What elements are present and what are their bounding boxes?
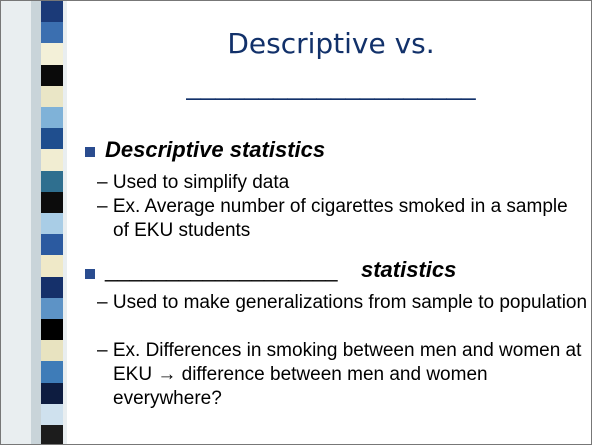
stripe [41, 22, 63, 43]
stripe [41, 149, 63, 170]
heading-blank: ___________________ [105, 257, 337, 283]
title-blank: ____________________ [81, 71, 581, 102]
title: Descriptive vs. [81, 27, 581, 60]
bullet [85, 147, 95, 157]
stripe [41, 425, 63, 445]
stripe [41, 383, 63, 404]
stripe [41, 86, 63, 107]
point: – Ex. Average number of cigarettes smoke… [97, 195, 587, 243]
stripe [41, 213, 63, 234]
heading: statistics [361, 257, 456, 283]
heading: Descriptive statistics [105, 137, 325, 163]
side-band-shade [31, 1, 41, 445]
stripe [41, 128, 63, 149]
stripe [41, 255, 63, 276]
slide: Descriptive vs. ____________________ Des… [0, 0, 592, 445]
stripe [41, 192, 63, 213]
point: – Used to simplify data [97, 171, 587, 195]
stripe [41, 298, 63, 319]
stripe [41, 404, 63, 425]
stripe [41, 65, 63, 86]
stripe [41, 1, 63, 22]
stripe [41, 43, 63, 64]
stripe [41, 319, 63, 340]
stripe [41, 107, 63, 128]
stripe [41, 340, 63, 361]
bullet [85, 269, 95, 279]
stripe [41, 171, 63, 192]
stripe [41, 277, 63, 298]
point: – Used to make generalizations from samp… [97, 291, 592, 315]
stripe [41, 234, 63, 255]
stripe [41, 361, 63, 382]
point: – Ex. Differences in smoking between men… [97, 339, 587, 411]
